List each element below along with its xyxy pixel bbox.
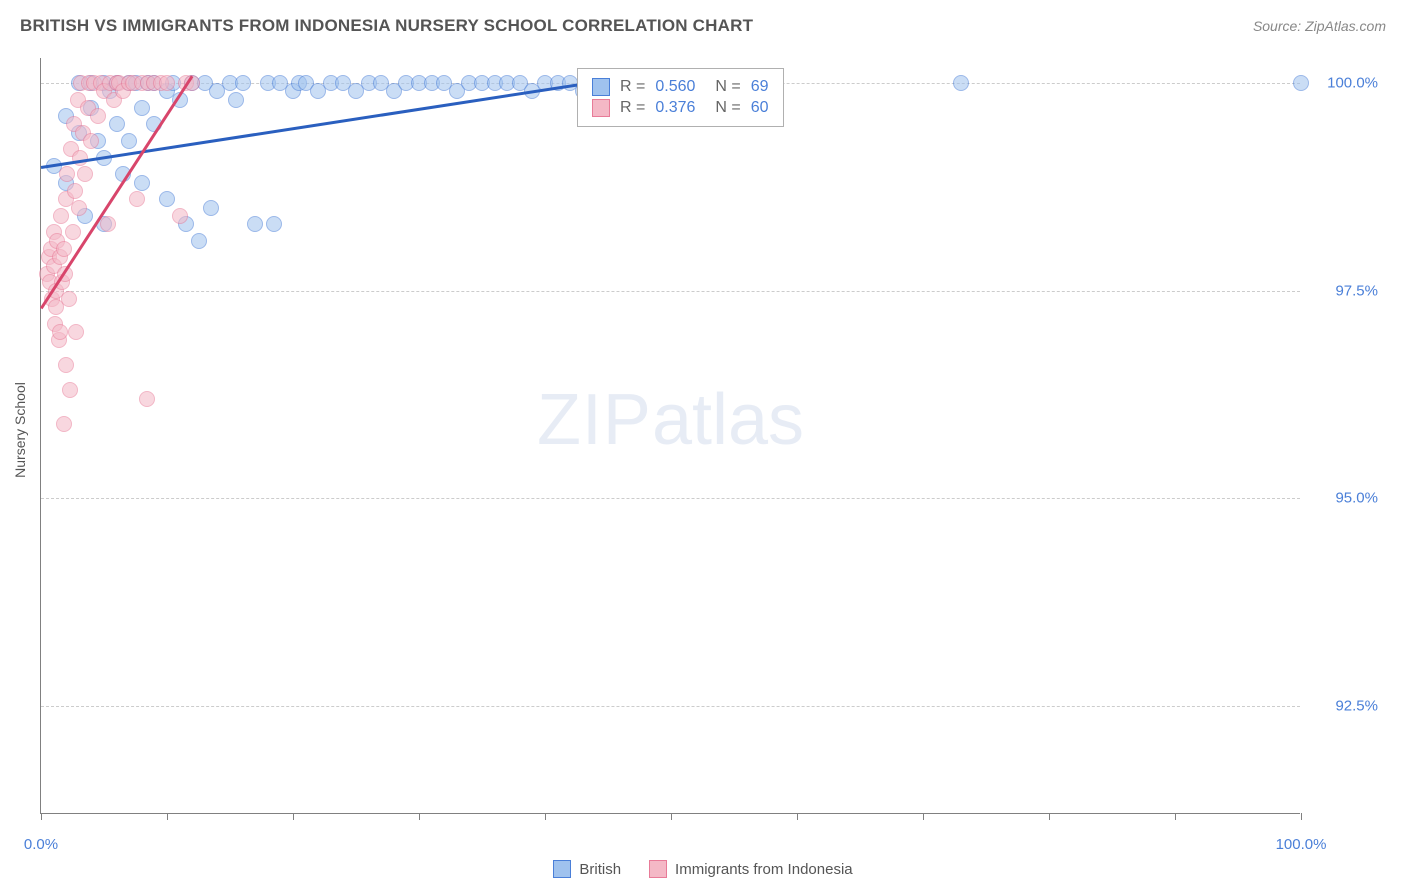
data-point xyxy=(90,108,106,124)
gridline xyxy=(41,291,1300,292)
x-tick xyxy=(1175,813,1176,820)
x-tick xyxy=(419,813,420,820)
data-point xyxy=(266,216,282,232)
y-axis-label: Nursery School xyxy=(12,382,28,478)
swatch-icon xyxy=(649,860,667,878)
stats-row: R = 0.560 N = 69 xyxy=(592,78,769,96)
data-point xyxy=(58,357,74,373)
stats-row: R = 0.376 N = 60 xyxy=(592,99,769,117)
scatter-plot: ZIPatlas 92.5%95.0%97.5%100.0%0.0%100.0%… xyxy=(40,58,1300,814)
stats-legend: R = 0.560 N = 69 R = 0.376 N = 60 xyxy=(577,68,784,127)
data-point xyxy=(235,75,251,91)
stat-n-label: N = xyxy=(715,99,740,117)
data-point xyxy=(62,382,78,398)
data-point xyxy=(191,233,207,249)
x-tick-label: 100.0% xyxy=(1276,836,1327,853)
swatch-icon xyxy=(592,78,610,96)
data-point xyxy=(1293,75,1309,91)
data-point xyxy=(68,324,84,340)
data-point xyxy=(56,241,72,257)
data-point xyxy=(56,416,72,432)
data-point xyxy=(52,324,68,340)
stat-r-label: R = xyxy=(620,99,645,117)
x-tick xyxy=(923,813,924,820)
data-point xyxy=(134,100,150,116)
data-point xyxy=(953,75,969,91)
data-point xyxy=(61,291,77,307)
data-point xyxy=(159,75,175,91)
chart-title: BRITISH VS IMMIGRANTS FROM INDONESIA NUR… xyxy=(20,16,753,36)
stat-r-value: 0.560 xyxy=(655,78,695,96)
stat-r-value: 0.376 xyxy=(655,99,695,117)
y-tick-label: 97.5% xyxy=(1308,282,1378,299)
watermark: ZIPatlas xyxy=(537,379,804,461)
swatch-icon xyxy=(553,860,571,878)
x-tick xyxy=(545,813,546,820)
legend-label: British xyxy=(579,861,621,878)
data-point xyxy=(172,208,188,224)
gridline xyxy=(41,706,1300,707)
gridline xyxy=(41,498,1300,499)
x-tick xyxy=(41,813,42,820)
data-point xyxy=(139,391,155,407)
y-tick-label: 92.5% xyxy=(1308,698,1378,715)
data-point xyxy=(247,216,263,232)
watermark-light: atlas xyxy=(652,380,804,460)
data-point xyxy=(71,200,87,216)
data-point xyxy=(159,191,175,207)
data-point xyxy=(100,216,116,232)
watermark-bold: ZIP xyxy=(537,380,652,460)
data-point xyxy=(203,200,219,216)
data-point xyxy=(77,166,93,182)
x-tick xyxy=(1301,813,1302,820)
data-point xyxy=(121,133,137,149)
stat-n-value: 69 xyxy=(751,78,769,96)
data-point xyxy=(83,133,99,149)
x-tick xyxy=(797,813,798,820)
legend-item-british: British xyxy=(553,860,621,878)
y-tick-label: 95.0% xyxy=(1308,490,1378,507)
data-point xyxy=(59,166,75,182)
y-tick-label: 100.0% xyxy=(1308,74,1378,91)
data-point xyxy=(67,183,83,199)
source-label: Source: ZipAtlas.com xyxy=(1253,18,1386,34)
legend: British Immigrants from Indonesia xyxy=(0,860,1406,878)
stat-r-label: R = xyxy=(620,78,645,96)
x-tick xyxy=(1049,813,1050,820)
data-point xyxy=(65,224,81,240)
legend-label: Immigrants from Indonesia xyxy=(675,861,853,878)
data-point xyxy=(109,116,125,132)
x-tick-label: 0.0% xyxy=(24,836,58,853)
data-point xyxy=(129,191,145,207)
data-point xyxy=(228,92,244,108)
x-tick xyxy=(293,813,294,820)
x-tick xyxy=(671,813,672,820)
stat-n-value: 60 xyxy=(751,99,769,117)
x-tick xyxy=(167,813,168,820)
swatch-icon xyxy=(592,99,610,117)
data-point xyxy=(53,208,69,224)
stat-n-label: N = xyxy=(715,78,740,96)
legend-item-indonesia: Immigrants from Indonesia xyxy=(649,860,853,878)
data-point xyxy=(134,175,150,191)
